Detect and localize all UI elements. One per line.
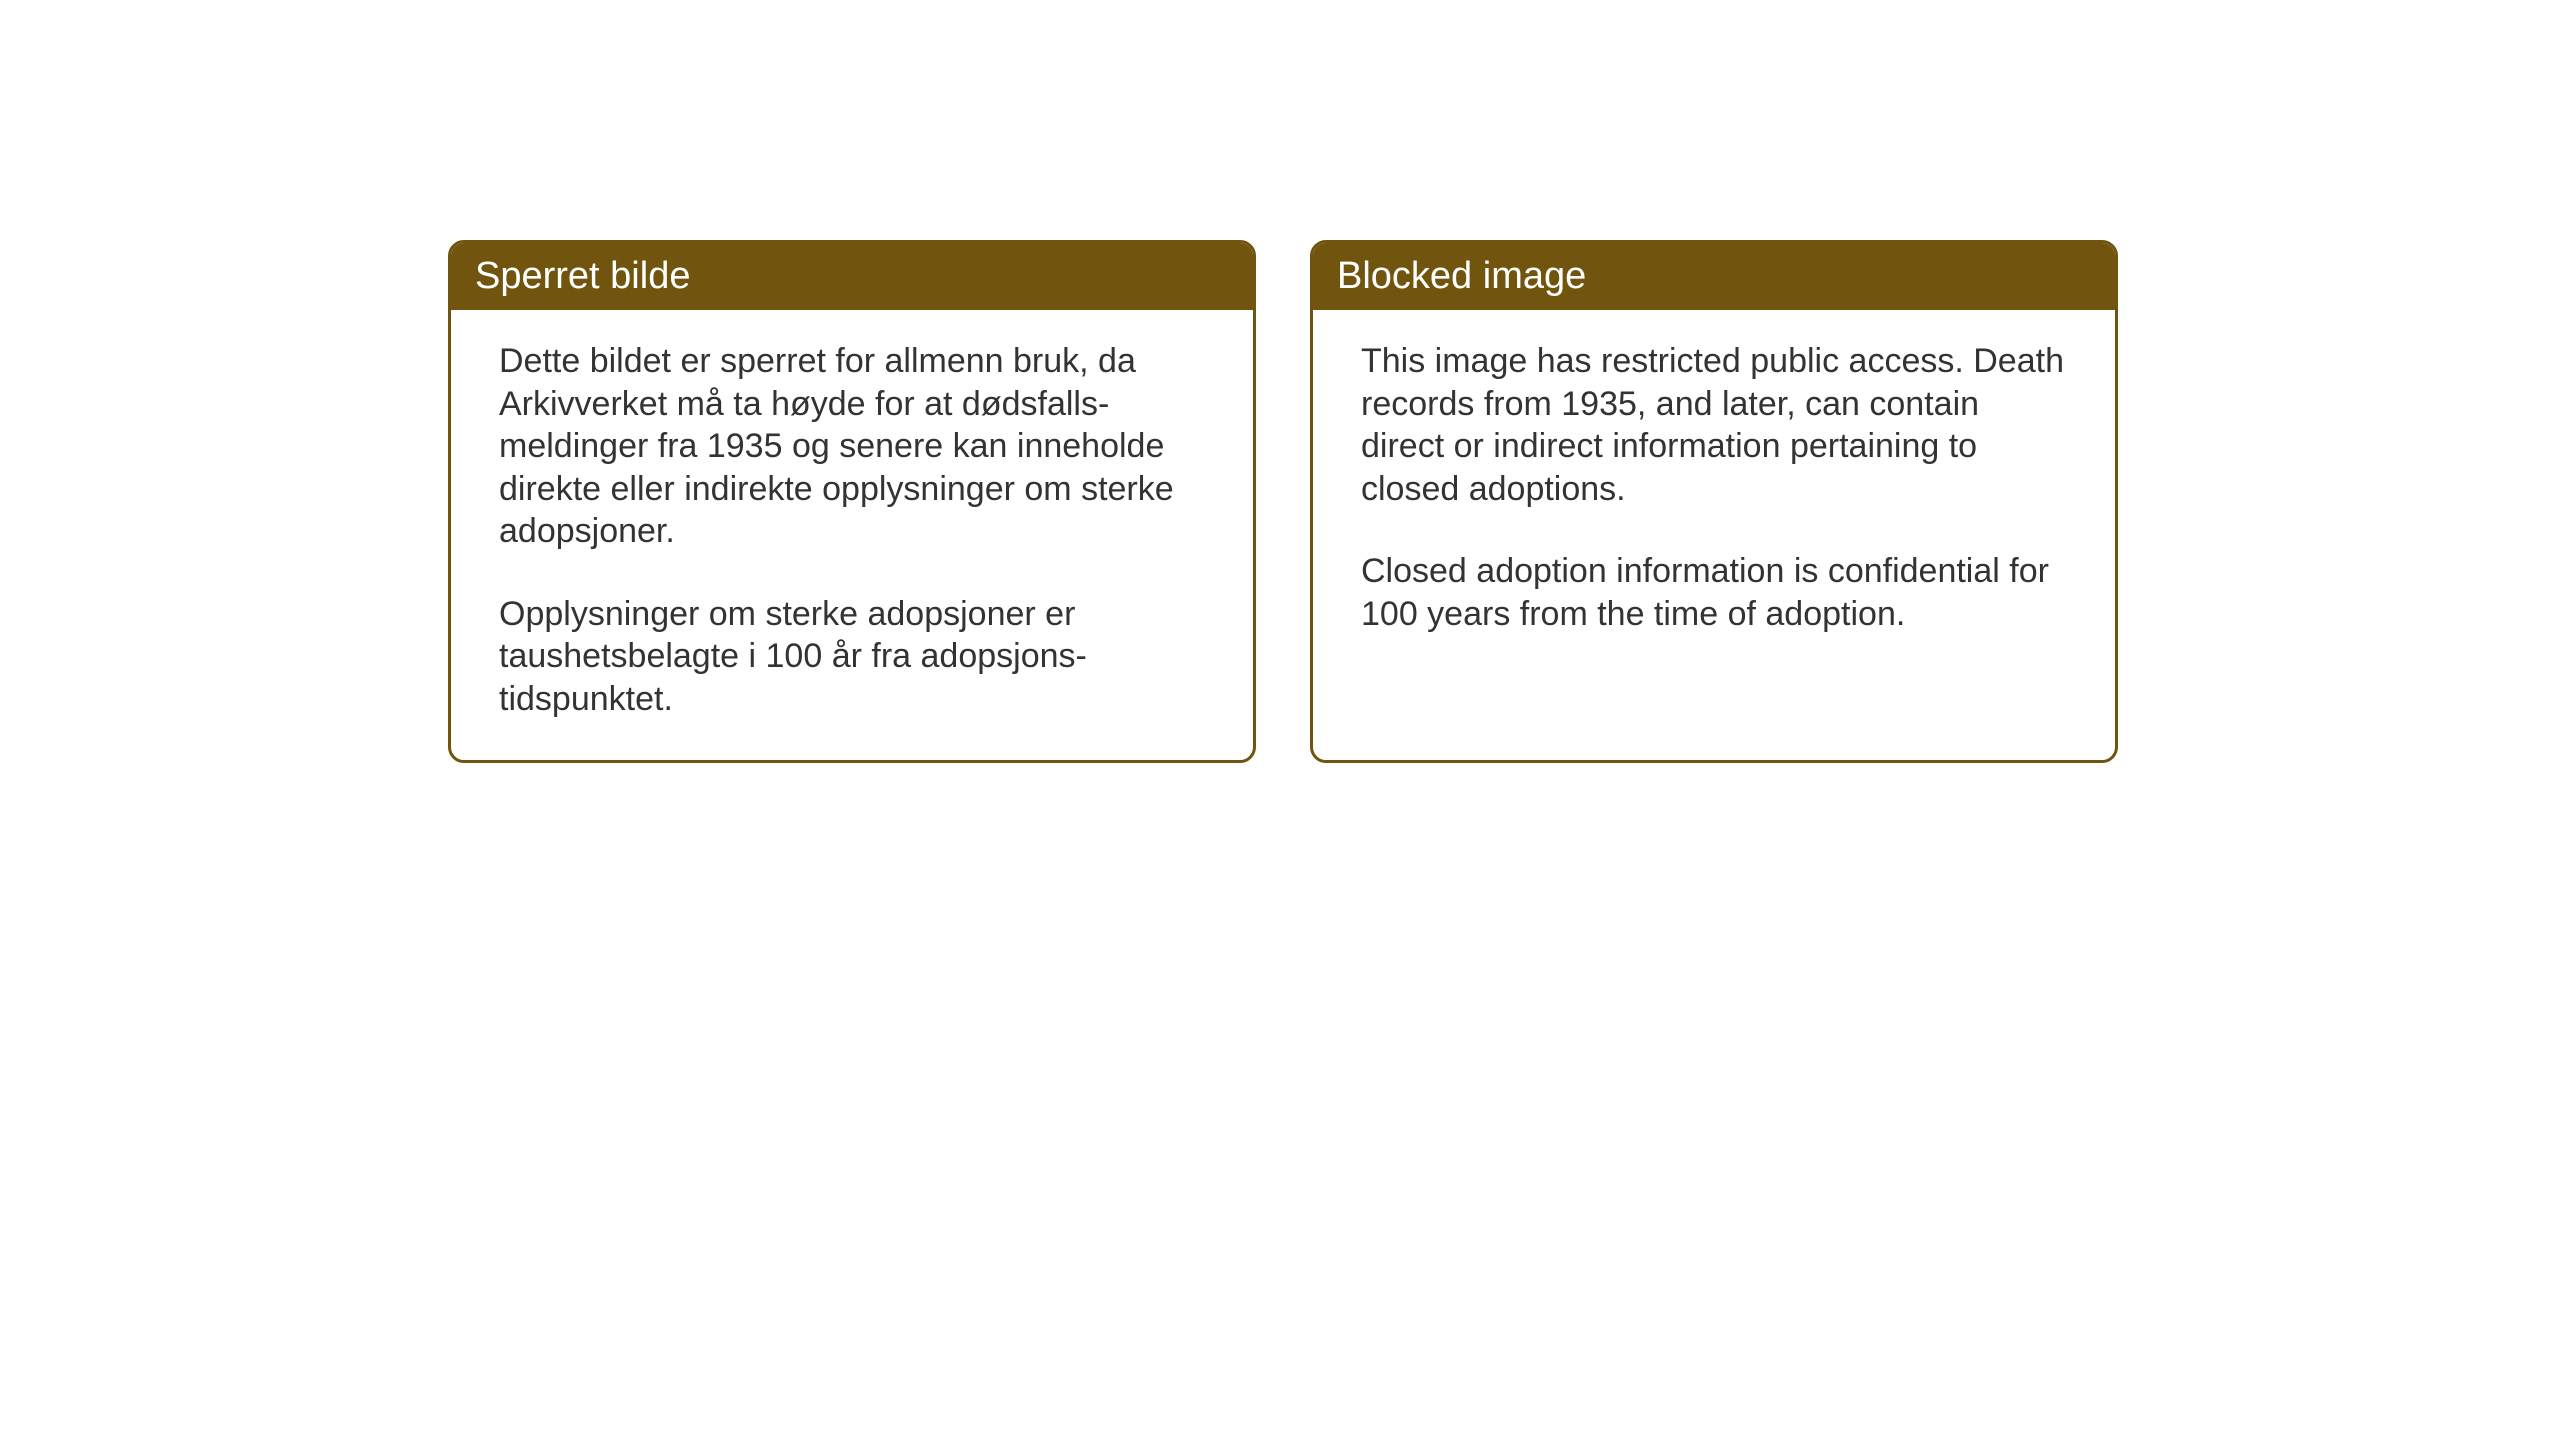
notice-card-body-norwegian: Dette bildet er sperret for allmenn bruk… bbox=[451, 310, 1253, 760]
notice-card-body-english: This image has restricted public access.… bbox=[1313, 310, 2115, 723]
notice-cards-container: Sperret bilde Dette bildet er sperret fo… bbox=[448, 240, 2118, 763]
notice-paragraph-1-english: This image has restricted public access.… bbox=[1361, 340, 2067, 510]
notice-card-english: Blocked image This image has restricted … bbox=[1310, 240, 2118, 763]
notice-paragraph-1-norwegian: Dette bildet er sperret for allmenn bruk… bbox=[499, 340, 1205, 553]
notice-paragraph-2-norwegian: Opplysninger om sterke adopsjoner er tau… bbox=[499, 593, 1205, 721]
notice-card-header-norwegian: Sperret bilde bbox=[451, 243, 1253, 310]
notice-paragraph-2-english: Closed adoption information is confident… bbox=[1361, 550, 2067, 635]
notice-card-header-english: Blocked image bbox=[1313, 243, 2115, 310]
notice-card-norwegian: Sperret bilde Dette bildet er sperret fo… bbox=[448, 240, 1256, 763]
